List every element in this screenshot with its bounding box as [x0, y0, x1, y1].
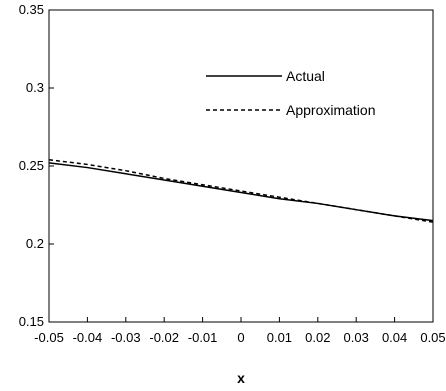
x-tick-label: 0.01 [267, 330, 292, 345]
y-tick-label: 0.2 [26, 236, 44, 251]
y-tick-label: 0.25 [19, 158, 44, 173]
x-tick-label: -0.05 [34, 330, 64, 345]
x-tick-label: -0.01 [188, 330, 218, 345]
x-tick-label: 0.05 [420, 330, 445, 345]
x-tick-label: -0.03 [111, 330, 141, 345]
y-tick-label: 0.15 [19, 314, 44, 329]
y-tick-label: 0.3 [26, 80, 44, 95]
series-layer [48, 159, 434, 223]
x-tick-label: 0.04 [382, 330, 407, 345]
legend: Actual Approximation [206, 68, 376, 118]
x-tick-label: 0 [237, 330, 244, 345]
x-axis-title: x [237, 370, 245, 386]
x-tick-label: -0.04 [73, 330, 103, 345]
legend-label-actual: Actual [286, 68, 325, 84]
plot-area [48, 9, 434, 323]
series-line-approximation [48, 159, 434, 223]
x-tick-label: 0.02 [305, 330, 330, 345]
x-tick-label: -0.02 [149, 330, 179, 345]
x-axis: -0.05 -0.04 -0.03 -0.02 -0.01 0 0.01 0.02 0.03 0.… [34, 317, 446, 345]
legend-label-approximation: Approximation [286, 102, 376, 118]
x-tick-label: 0.03 [344, 330, 369, 345]
y-tick-label: 0.35 [19, 2, 44, 17]
series-line-actual [48, 162, 434, 222]
y-axis: 0.15 0.2 0.25 0.3 0.35 [19, 2, 54, 329]
